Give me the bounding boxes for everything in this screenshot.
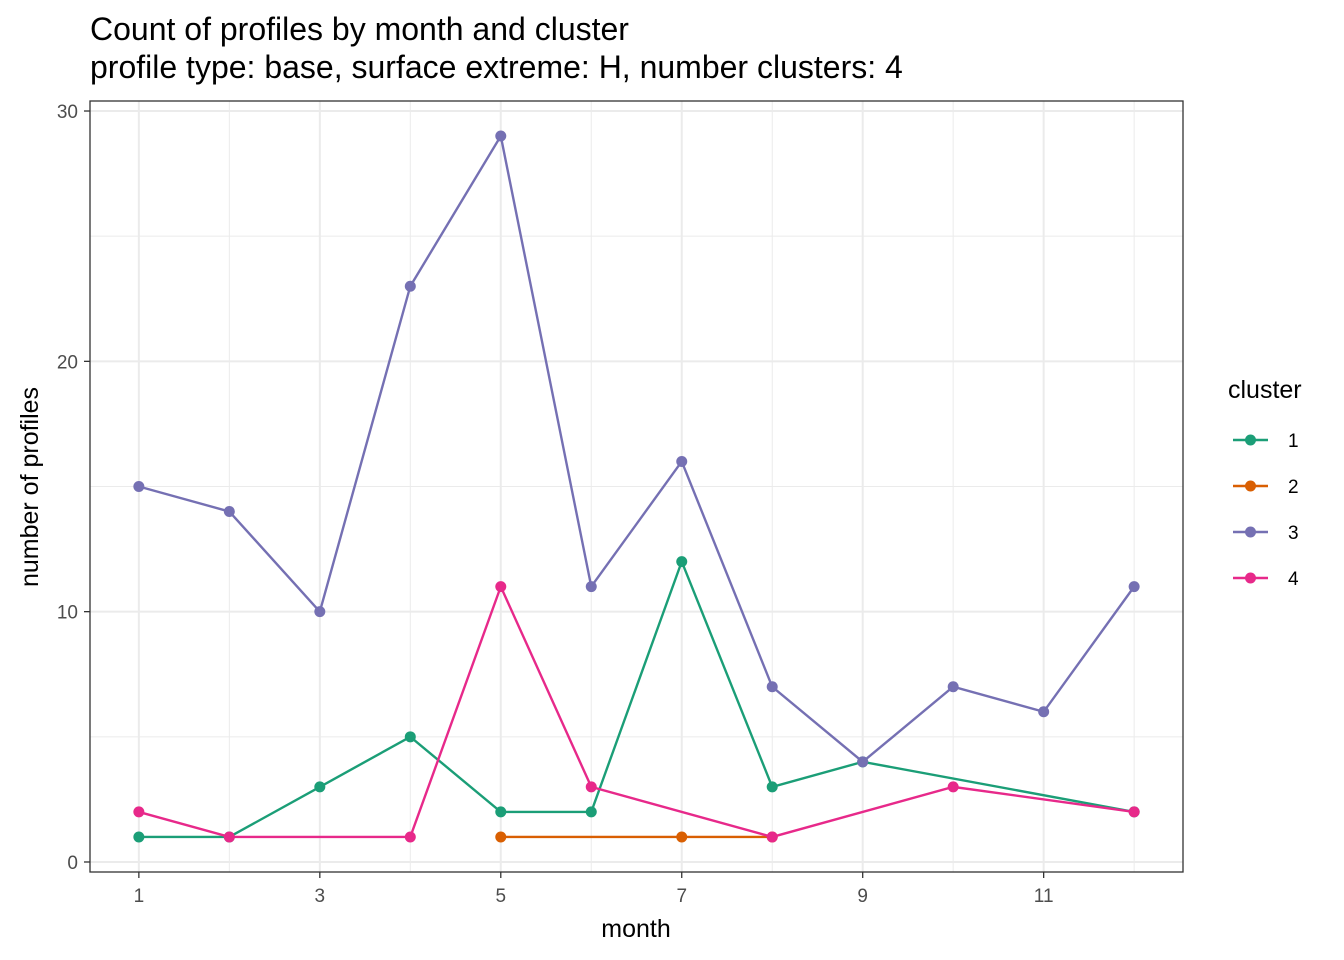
data-point-3 bbox=[133, 481, 145, 492]
data-point-1 bbox=[585, 806, 597, 818]
x-tick-label: 7 bbox=[676, 886, 687, 907]
axis-ticks: 1 3 5 7 9 11 0 10 20 30 bbox=[57, 102, 1054, 907]
legend-label: 3 bbox=[1288, 523, 1299, 544]
series-layer bbox=[133, 130, 1140, 843]
legend-label: 4 bbox=[1288, 569, 1299, 590]
legend-key-point bbox=[1245, 526, 1256, 538]
data-point-4 bbox=[947, 781, 959, 793]
series-line-3 bbox=[138, 132, 1136, 764]
legend-item-2: 2 bbox=[1233, 477, 1299, 498]
grid bbox=[90, 101, 1183, 872]
data-point-4 bbox=[133, 806, 145, 818]
data-point-3 bbox=[766, 681, 778, 693]
plot-border bbox=[89, 100, 1184, 873]
series-3 bbox=[133, 130, 1140, 768]
legend-key-point bbox=[1245, 434, 1256, 446]
data-point-3 bbox=[857, 756, 869, 768]
data-point-1 bbox=[404, 731, 416, 743]
data-point-1 bbox=[495, 806, 507, 818]
data-point-1 bbox=[314, 781, 326, 793]
x-tick-label: 9 bbox=[857, 886, 868, 907]
legend-label: 2 bbox=[1288, 477, 1299, 498]
data-point-1 bbox=[676, 556, 688, 568]
chart-subtitle: profile type: base, surface extreme: H, … bbox=[90, 49, 903, 85]
data-point-4 bbox=[766, 831, 778, 843]
series-line-1 bbox=[138, 558, 1135, 839]
series-4 bbox=[133, 581, 1140, 843]
data-point-1 bbox=[766, 781, 778, 793]
data-point-3 bbox=[947, 681, 959, 693]
x-axis-label: month bbox=[601, 915, 670, 943]
legend: cluster 1 2 3 4 bbox=[1228, 376, 1302, 590]
legend-title: cluster bbox=[1228, 376, 1302, 404]
data-point-4 bbox=[404, 831, 416, 843]
data-point-4 bbox=[223, 831, 235, 843]
data-point-3 bbox=[314, 606, 326, 618]
x-tick-label: 11 bbox=[1034, 886, 1054, 907]
y-tick-label: 30 bbox=[57, 102, 78, 123]
x-tick-label: 5 bbox=[495, 886, 506, 907]
data-point-2 bbox=[676, 831, 688, 843]
data-point-3 bbox=[404, 280, 416, 292]
y-tick-label: 0 bbox=[67, 853, 78, 874]
data-point-3 bbox=[585, 581, 597, 593]
data-point-4 bbox=[1128, 806, 1140, 818]
y-tick-label: 20 bbox=[57, 352, 78, 373]
x-tick-label: 3 bbox=[315, 886, 326, 907]
data-point-3 bbox=[676, 455, 688, 467]
data-point-3 bbox=[223, 506, 235, 518]
chart-title: Count of profiles by month and cluster bbox=[90, 11, 629, 47]
y-axis-label: number of profiles bbox=[16, 387, 44, 587]
data-point-2 bbox=[495, 831, 507, 843]
data-point-1 bbox=[133, 831, 145, 843]
data-point-3 bbox=[1038, 706, 1050, 718]
legend-key-point bbox=[1245, 480, 1256, 492]
legend-label: 1 bbox=[1288, 431, 1299, 452]
series-line-4 bbox=[138, 583, 1135, 839]
legend-key-point bbox=[1245, 572, 1256, 584]
series-2 bbox=[495, 831, 778, 843]
data-point-3 bbox=[1128, 581, 1140, 593]
legend-item-3: 3 bbox=[1233, 523, 1299, 544]
data-point-4 bbox=[585, 781, 597, 793]
data-point-3 bbox=[495, 130, 507, 142]
legend-item-4: 4 bbox=[1233, 569, 1299, 590]
x-tick-label: 1 bbox=[134, 886, 145, 907]
legend-item-1: 1 bbox=[1233, 431, 1299, 452]
data-point-4 bbox=[495, 581, 507, 593]
y-tick-label: 10 bbox=[57, 603, 78, 624]
